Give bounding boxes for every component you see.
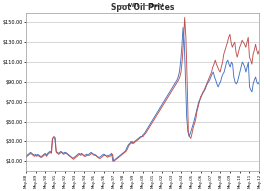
Brent bbox=[122, 152, 125, 155]
WTI bbox=[207, 81, 210, 83]
WTI bbox=[181, 26, 185, 29]
WTI bbox=[46, 152, 49, 155]
Brent bbox=[24, 156, 27, 159]
Line: WTI: WTI bbox=[26, 28, 259, 161]
Brent bbox=[159, 108, 162, 111]
WTI bbox=[214, 79, 217, 81]
WTI bbox=[135, 138, 139, 141]
Brent bbox=[120, 154, 123, 156]
Brent bbox=[183, 16, 186, 19]
Title: Spot Oil Prices: Spot Oil Prices bbox=[111, 3, 174, 12]
Brent bbox=[143, 133, 146, 136]
WTI bbox=[111, 160, 115, 162]
Legend: WTI, Brent: WTI, Brent bbox=[120, 3, 165, 9]
Brent bbox=[112, 160, 115, 162]
WTI bbox=[258, 81, 261, 83]
WTI bbox=[24, 155, 27, 157]
Brent bbox=[52, 135, 55, 138]
Line: Brent: Brent bbox=[26, 18, 259, 161]
Brent bbox=[258, 49, 261, 51]
WTI bbox=[146, 126, 149, 129]
WTI bbox=[73, 156, 76, 159]
Brent bbox=[172, 87, 175, 89]
